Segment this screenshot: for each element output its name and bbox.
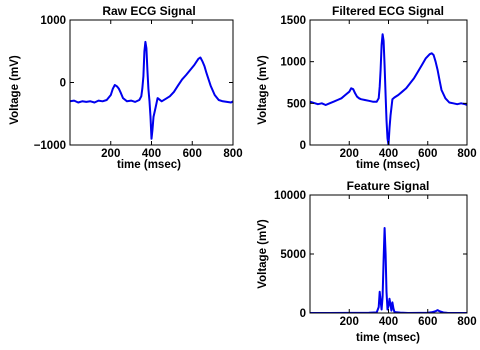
raw-ecg-title: Raw ECG Signal: [102, 4, 195, 18]
raw-ecg-xlabel: time (msec): [117, 159, 181, 171]
filtered-ecg-plot-frame: [309, 19, 468, 146]
feature-signal-ylabel: Voltage (mV): [257, 219, 269, 289]
feature-signal-x-tick-label: 200: [340, 316, 359, 328]
filtered-ecg-y-tick-label: 500: [287, 98, 306, 110]
feature-signal-x-tick-label: 400: [379, 316, 398, 328]
filtered-ecg-title: Filtered ECG Signal: [332, 4, 444, 18]
feature-signal-title: Feature Signal: [347, 179, 430, 193]
raw-ecg-y-tick-label: 0: [60, 78, 66, 90]
raw-ecg-series-line: [70, 40, 233, 140]
feature-signal-y-tick-label: 10000: [274, 190, 306, 202]
feature-signal-y-tick-label: 0: [300, 308, 306, 320]
raw-ecg-x-tick-label: 200: [101, 148, 120, 160]
filtered-ecg-panel: Filtered ECG Signal Voltage (mV) time (m…: [257, 4, 477, 171]
feature-signal-plot-frame: [309, 194, 468, 314]
filtered-ecg-x-tick-label: 800: [457, 148, 476, 160]
feature-signal-y-tick-label: 5000: [280, 249, 306, 261]
filtered-ecg-ylabel: Voltage (mV): [257, 55, 269, 125]
filtered-ecg-x-tick-label: 200: [340, 148, 359, 160]
filtered-ecg-y-tick-label: 1500: [280, 15, 306, 27]
raw-ecg-y-tick-label: −1000: [34, 140, 66, 152]
feature-signal-x-tick-label: 600: [418, 316, 437, 328]
filtered-ecg-x-tick-label: 600: [418, 148, 437, 160]
filtered-ecg-y-tick-label: 0: [300, 140, 306, 152]
feature-signal-xlabel: time (msec): [356, 332, 420, 344]
filtered-ecg-xlabel: time (msec): [356, 159, 420, 171]
feature-signal-x-tick-label: 800: [457, 316, 476, 328]
filtered-ecg-x-tick-label: 400: [379, 148, 398, 160]
raw-ecg-ylabel: Voltage (mV): [9, 55, 21, 125]
raw-ecg-y-tick-label: 1000: [40, 15, 66, 27]
raw-ecg-panel: Raw ECG Signal Voltage (mV) time (msec) …: [9, 4, 243, 171]
filtered-ecg-y-tick-label: 1000: [280, 57, 306, 69]
raw-ecg-x-tick-label: 400: [142, 148, 161, 160]
feature-signal-panel: Feature Signal Voltage (mV) time (msec) …: [257, 179, 477, 344]
feature-signal-series-line: [310, 227, 467, 313]
filtered-ecg-series-line: [310, 33, 467, 145]
raw-ecg-x-tick-label: 600: [183, 148, 202, 160]
raw-ecg-x-tick-label: 800: [223, 148, 242, 160]
